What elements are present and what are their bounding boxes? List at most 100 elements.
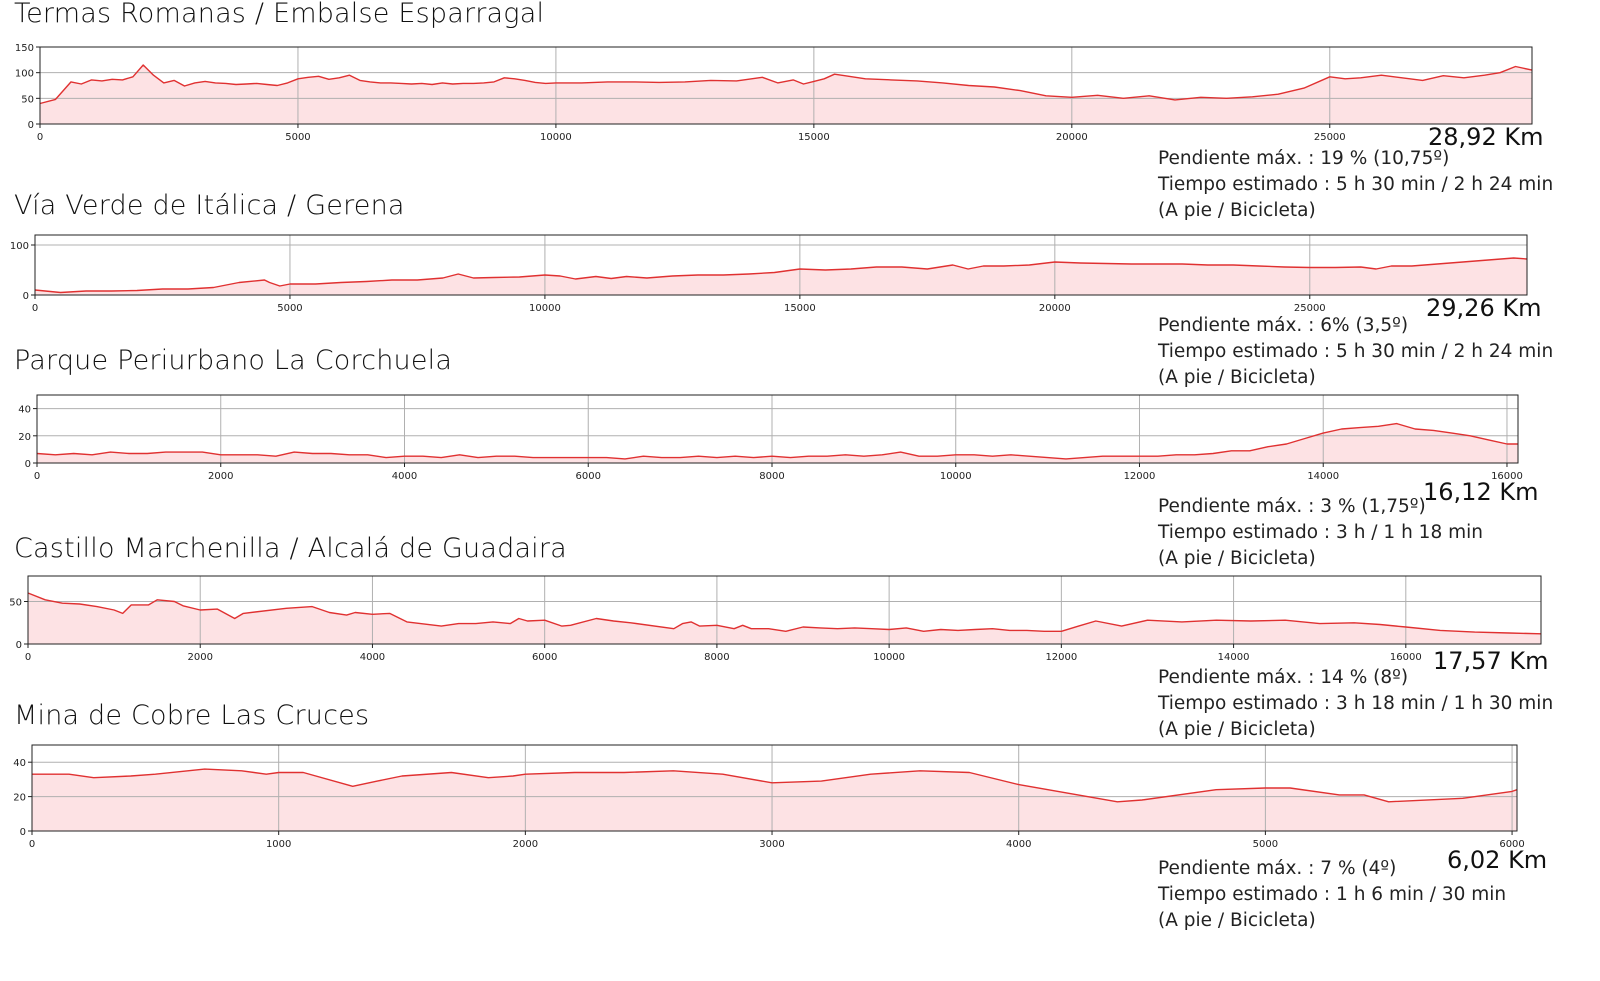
travel-mode: (A pie / Bicicleta) — [1158, 910, 1316, 931]
x-tick-label: 15000 — [784, 303, 816, 314]
x-tick-label: 15000 — [798, 132, 830, 143]
max-slope: Pendiente máx. : 7 % (4º) — [1158, 858, 1397, 879]
route-title: Parque Periurbano La Corchuela — [14, 345, 453, 376]
x-tick-label: 8000 — [704, 652, 729, 663]
x-tick-label: 0 — [25, 652, 31, 663]
y-tick-label: 0 — [28, 120, 34, 131]
route-title: Vía Verde de Itálica / Gerena — [14, 190, 405, 221]
y-tick-label: 0 — [20, 827, 26, 838]
elevation-chart: 0 2000 4000 6000 8000 10000 12000 14000 16000 0 50 — [9, 575, 1542, 663]
x-tick-label: 1000 — [266, 839, 291, 850]
x-tick-label: 12000 — [1124, 471, 1156, 482]
elevation-area — [32, 769, 1517, 831]
x-tick-label: 4000 — [360, 652, 385, 663]
route-title: Mina de Cobre Las Cruces — [14, 700, 370, 731]
max-slope: Pendiente máx. : 3 % (1,75º) — [1158, 496, 1426, 517]
estimated-time: Tiempo estimado : 5 h 30 min / 2 h 24 mi… — [1158, 174, 1554, 195]
elevation-chart: 0 1000 2000 3000 4000 5000 6000 0 20 40 — [13, 744, 1525, 850]
elevation-line — [27, 592, 1542, 635]
route-info: Pendiente máx. : 3 % (1,75º) Tiempo esti… — [1158, 494, 1483, 572]
x-tick-label: 5000 — [285, 132, 310, 143]
y-tick-label: 0 — [16, 640, 22, 651]
x-tick-label: 4000 — [392, 471, 417, 482]
x-tick-label: 2000 — [513, 839, 538, 850]
elevation-line — [34, 257, 1528, 294]
elevation-chart: 0 5000 10000 15000 20000 25000 0 50 100 150 — [15, 43, 1533, 143]
x-tick-label: 2000 — [187, 652, 212, 663]
route-info: Pendiente máx. : 19 % (10,75º) Tiempo es… — [1158, 146, 1553, 224]
x-tick-label: 25000 — [1294, 303, 1326, 314]
x-tick-label: 10000 — [540, 132, 572, 143]
plot-frame — [31, 744, 1518, 832]
x-tick-label: 14000 — [1307, 471, 1339, 482]
plot-frame — [34, 234, 1528, 296]
y-tick-label: 40 — [13, 758, 26, 769]
elevation-chart: 0 5000 10000 15000 20000 25000 0 100 — [10, 234, 1528, 314]
y-tick-label: 150 — [15, 43, 34, 54]
x-tick-label: 6000 — [532, 652, 557, 663]
max-slope: Pendiente máx. : 6% (3,5º) — [1158, 315, 1409, 336]
y-tick-label: 0 — [23, 291, 29, 302]
route-info: Pendiente máx. : 14 % (8º) Tiempo estima… — [1158, 665, 1553, 743]
distance-label: 29,26 Km — [1426, 294, 1542, 322]
y-tick-label: 50 — [9, 598, 22, 609]
estimated-time: Tiempo estimado : 5 h 30 min / 2 h 24 mi… — [1158, 341, 1554, 362]
route-title: Termas Romanas / Embalse Esparragal — [14, 0, 545, 29]
elevation-line — [39, 64, 1533, 105]
y-tick-label: 50 — [21, 94, 34, 105]
elevation-line — [32, 768, 1518, 803]
y-tick-label: 20 — [13, 793, 26, 804]
distance-label: 6,02 Km — [1447, 846, 1548, 874]
x-tick-label: 5000 — [1253, 839, 1278, 850]
plot-frame — [39, 46, 1533, 125]
x-tick-label: 25000 — [1314, 132, 1346, 143]
y-tick-label: 20 — [18, 432, 31, 443]
travel-mode: (A pie / Bicicleta) — [1158, 200, 1316, 221]
max-slope: Pendiente máx. : 14 % (8º) — [1158, 667, 1409, 688]
distance-label: 16,12 Km — [1423, 478, 1539, 506]
max-slope: Pendiente máx. : 19 % (10,75º) — [1158, 148, 1450, 169]
travel-mode: (A pie / Bicicleta) — [1158, 548, 1316, 569]
elevation-area — [35, 258, 1527, 295]
x-tick-label: 0 — [29, 839, 35, 850]
distance-label: 28,92 Km — [1428, 123, 1544, 151]
x-tick-label: 14000 — [1218, 652, 1250, 663]
plot-frame — [36, 394, 1519, 464]
x-tick-label: 10000 — [529, 303, 561, 314]
x-tick-label: 6000 — [1499, 839, 1524, 850]
travel-mode: (A pie / Bicicleta) — [1158, 367, 1316, 388]
travel-mode: (A pie / Bicicleta) — [1158, 719, 1316, 740]
route-title: Castillo Marchenilla / Alcalá de Guadair… — [14, 533, 567, 564]
x-tick-label: 10000 — [940, 471, 972, 482]
route-info: Pendiente máx. : 7 % (4º) Tiempo estimad… — [1158, 856, 1506, 934]
x-tick-label: 20000 — [1039, 303, 1071, 314]
estimated-time: Tiempo estimado : 3 h / 1 h 18 min — [1158, 522, 1483, 543]
y-tick-label: 100 — [10, 241, 29, 252]
y-tick-label: 40 — [18, 405, 31, 416]
estimated-time: Tiempo estimado : 3 h 18 min / 1 h 30 mi… — [1158, 693, 1554, 714]
x-tick-label: 16000 — [1390, 652, 1422, 663]
x-tick-label: 8000 — [759, 471, 784, 482]
x-tick-label: 0 — [32, 303, 38, 314]
x-tick-label: 2000 — [208, 471, 233, 482]
x-tick-label: 5000 — [277, 303, 302, 314]
x-tick-label: 3000 — [759, 839, 784, 850]
elevation-chart: 0 2000 4000 6000 8000 10000 12000 14000 16000 0 20… — [18, 394, 1523, 482]
estimated-time: Tiempo estimado : 1 h 6 min / 30 min — [1158, 884, 1507, 905]
elevation-area — [40, 65, 1532, 124]
x-tick-label: 0 — [34, 471, 40, 482]
distance-label: 17,57 Km — [1433, 647, 1549, 675]
elevation-line — [36, 422, 1518, 460]
x-tick-label: 4000 — [1006, 839, 1031, 850]
x-tick-label: 20000 — [1056, 132, 1088, 143]
x-tick-label: 16000 — [1491, 471, 1523, 482]
x-tick-label: 6000 — [576, 471, 601, 482]
x-tick-label: 10000 — [873, 652, 905, 663]
elevation-area — [28, 593, 1541, 644]
plot-frame — [27, 575, 1542, 645]
route-info: Pendiente máx. : 6% (3,5º) Tiempo estima… — [1158, 313, 1553, 391]
x-tick-label: 0 — [37, 132, 43, 143]
y-tick-label: 0 — [25, 459, 31, 470]
y-tick-label: 100 — [15, 69, 34, 80]
x-tick-label: 12000 — [1045, 652, 1077, 663]
